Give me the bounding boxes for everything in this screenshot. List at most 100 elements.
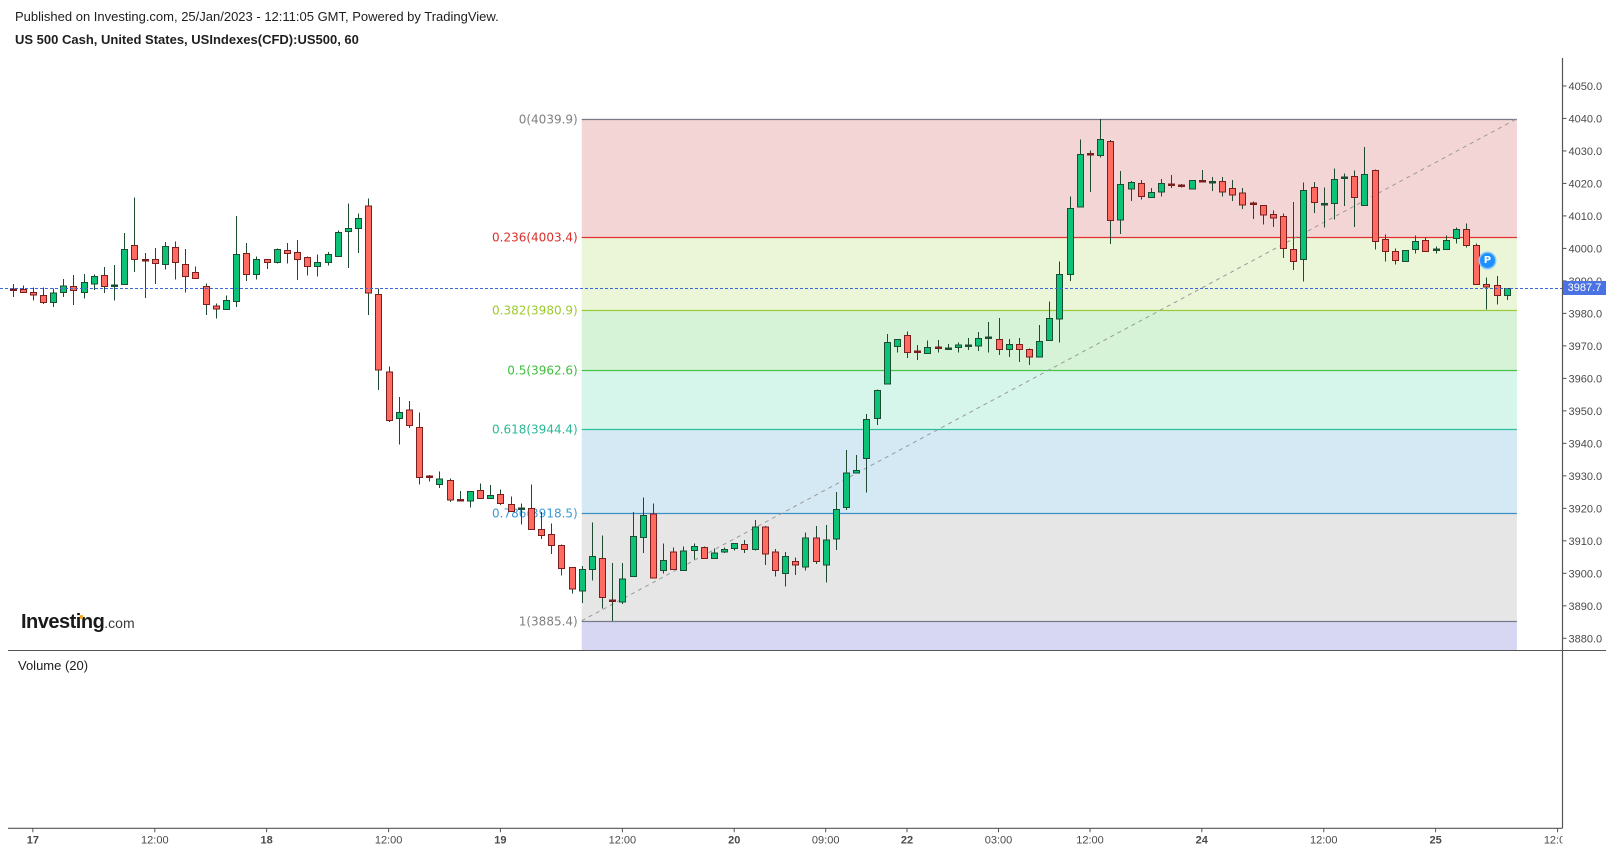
candle-up (884, 334, 891, 385)
candle-down (1250, 201, 1257, 219)
candle-down (447, 478, 454, 502)
time-tick-label: 09:00 (812, 834, 840, 846)
candle-up (680, 546, 687, 571)
candle-up (589, 522, 596, 581)
candle-up (721, 547, 728, 554)
candle-down (650, 503, 657, 579)
time-tick-label: 22 (901, 834, 913, 846)
candle-up (975, 332, 982, 351)
candle-up (162, 242, 169, 270)
price-tick-label: 3920.0 (1569, 503, 1603, 515)
candle-down (192, 266, 199, 279)
candle-down (365, 198, 372, 316)
candle-up (1341, 173, 1348, 206)
candle-down (609, 563, 616, 621)
symbol-title: US 500 Cash, United States, USIndexes(CF… (15, 32, 359, 47)
price-tick-label: 3980.0 (1569, 308, 1603, 320)
time-tick-label: 12:00 (375, 834, 403, 846)
candle-down (1138, 180, 1145, 200)
candle-up (874, 389, 881, 426)
time-tick-label: 12:00 (1310, 834, 1338, 846)
candle-down (1260, 205, 1267, 225)
price-tick-label: 3890.0 (1569, 601, 1603, 613)
time-tick-label: 20 (728, 834, 740, 846)
candle-down (1351, 170, 1358, 227)
candle-up (1117, 171, 1124, 234)
candle-up (1056, 261, 1063, 343)
candle-down (70, 275, 77, 305)
time-tick-label: 12:00 (1076, 834, 1104, 846)
candle-up (487, 484, 494, 499)
candle-down (914, 345, 921, 361)
candle-down (172, 241, 179, 280)
fib-zone (581, 429, 1517, 514)
candle-up (752, 520, 759, 551)
fib-level-label: 0(4039.9) (519, 113, 578, 127)
candle-down (497, 489, 504, 506)
candle-up (223, 295, 230, 311)
candle-down (1372, 169, 1379, 250)
candle-up (1077, 139, 1084, 208)
candle-up (233, 216, 240, 307)
candle-up (1453, 227, 1460, 244)
candle-up (711, 548, 718, 559)
candle-up (924, 340, 931, 354)
candle-down (40, 287, 47, 304)
candle-down (1494, 276, 1501, 305)
fib-level-label: 0.5(3962.6) (507, 364, 577, 378)
candle-up (1046, 301, 1053, 341)
candle-down (528, 484, 535, 531)
candle-down (1087, 150, 1094, 192)
current-price-tag: 3987.7 (1563, 281, 1606, 296)
time-tick-label: 17 (27, 834, 39, 846)
logo-suffix: .com (104, 615, 135, 631)
candle-down (1422, 237, 1429, 252)
fib-zone (581, 513, 1517, 621)
price-tick-label: 4020.0 (1569, 178, 1603, 190)
candle-down (701, 546, 708, 559)
candle-up (843, 450, 850, 510)
time-axis[interactable]: 17 12:00 18 12:00 19 12:00 20 09:00 22 03:00 12:00… (8, 827, 1571, 846)
candle-up (274, 248, 281, 264)
candle-up (955, 342, 962, 353)
time-tick-label: 24 (1196, 834, 1209, 846)
candle-down (1483, 277, 1490, 310)
candle-up (691, 543, 698, 560)
candle-down (375, 288, 382, 391)
candle-down (904, 331, 911, 358)
candle-up (802, 532, 809, 571)
candle-down (131, 197, 138, 272)
candle-up (965, 338, 972, 351)
candle-up (335, 230, 342, 258)
candle-up (1036, 325, 1043, 358)
candle-up (1128, 180, 1135, 201)
candle-up (619, 563, 626, 605)
candle-down (813, 525, 820, 564)
candle-up (1443, 235, 1450, 250)
candle-up (111, 264, 118, 301)
price-tick-label: 4000.0 (1569, 243, 1603, 255)
price-tick-label: 3880.0 (1569, 633, 1603, 645)
candle-down (935, 340, 942, 353)
fib-zone (581, 237, 1517, 311)
candle-down (1026, 348, 1033, 366)
candle-up (985, 322, 992, 353)
candle-up (823, 524, 830, 583)
price-tick-label: 4050.0 (1569, 81, 1603, 93)
candle-up (1402, 249, 1409, 262)
candle-down (457, 490, 464, 502)
candle-up (60, 278, 67, 297)
fib-level-label: 0.236(4003.4) (492, 231, 578, 245)
candle-down (996, 317, 1003, 355)
candle-up (1209, 177, 1216, 191)
candle-up (253, 256, 260, 280)
candle-up (1321, 187, 1328, 228)
price-axis[interactable]: 4050.04040.04030.04020.04010.04000.03990… (1561, 58, 1603, 829)
candle-up (640, 497, 647, 554)
candle-up (894, 338, 901, 353)
fib-level-label: 1(3885.4) (519, 615, 578, 629)
price-tick-label: 4030.0 (1569, 146, 1603, 158)
p-marker-icon[interactable]: P (1479, 253, 1495, 269)
